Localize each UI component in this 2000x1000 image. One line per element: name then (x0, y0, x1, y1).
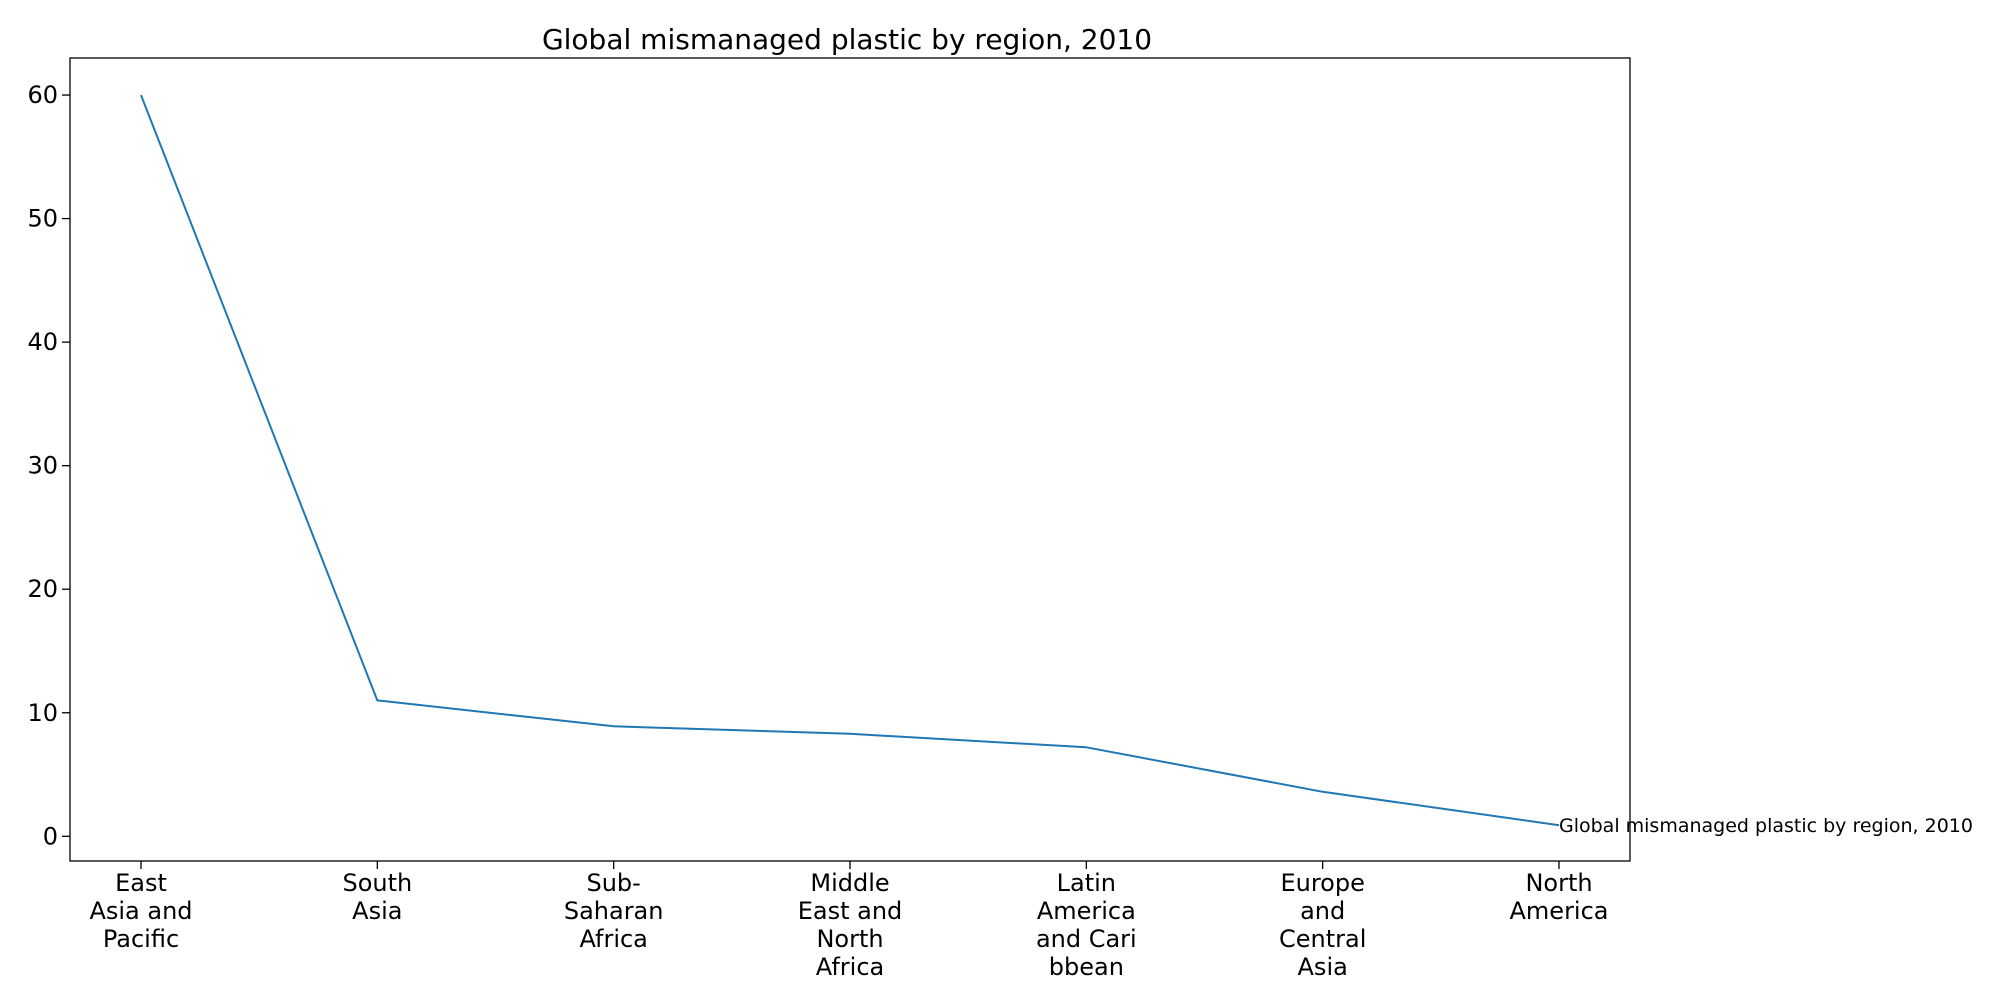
series-line (140, 94, 1560, 827)
x-tick-label: North America (1510, 869, 1609, 925)
series-layer (140, 94, 1560, 827)
annotation-layer: Global mismanaged plastic by region, 201… (1559, 815, 1973, 837)
plot-frame (69, 57, 1631, 862)
y-tick-label: 50 (27, 205, 58, 233)
y-tick-label: 30 (27, 452, 58, 480)
y-tick-label: 0 (43, 822, 58, 850)
y-tick-label: 40 (27, 328, 58, 356)
series-end-label: Global mismanaged plastic by region, 201… (1559, 815, 1973, 837)
x-tick-label: Latin America and Cari bbean (1036, 869, 1137, 981)
x-tick-label: East Asia and Pacific (89, 869, 192, 953)
x-tick-label: South Asia (342, 869, 412, 925)
x-tick-label: Middle East and North Africa (798, 869, 903, 981)
chart-title: Global mismanaged plastic by region, 201… (542, 23, 1152, 56)
y-axis: 0 10 20 30 40 50 60 (27, 81, 70, 850)
x-tick-label: Europe and Central Asia (1279, 869, 1366, 981)
x-axis: East Asia and Pacific South Asia Sub-Saharan A… (89, 861, 1609, 981)
y-tick-label: 60 (27, 81, 58, 109)
x-tick-label: Sub-Saharan Africa (564, 869, 664, 953)
y-tick-label: 10 (27, 699, 58, 727)
y-tick-label: 20 (27, 575, 58, 603)
